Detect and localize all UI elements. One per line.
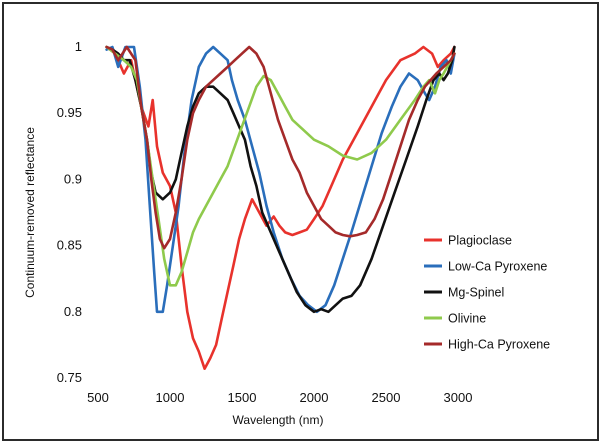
x-tick-label: 500	[87, 390, 109, 405]
legend: Plagioclase Low-Ca Pyroxene Mg-Spinel Olivi…	[424, 234, 550, 352]
legend-label: Mg-Spinel	[448, 286, 504, 300]
y-axis: 0.75 0.8 0.85 0.9 0.95 1	[57, 39, 82, 385]
legend-label: Low-Ca Pyroxene	[448, 260, 547, 274]
y-axis-title: Continuum-removed reflectance	[23, 127, 37, 298]
series-line-low-ca-pyroxene	[105, 45, 456, 314]
series-line-mg-spinel	[105, 45, 456, 314]
x-tick-label: 1000	[156, 390, 185, 405]
series-line-olivine	[105, 45, 456, 287]
spectra-line-chart: 0.75 0.8 0.85 0.9 0.95 1 500 1000 1500 2000 2500 3…	[23, 39, 550, 427]
y-tick-label: 0.85	[57, 238, 82, 253]
y-tick-label: 1	[75, 39, 82, 54]
y-tick-label: 0.75	[57, 370, 82, 385]
legend-label: Plagioclase	[448, 234, 512, 248]
x-axis-title: Wavelength (nm)	[233, 413, 324, 427]
chart-frame: 0.75 0.8 0.85 0.9 0.95 1 500 1000 1500 2000 2500 3…	[2, 2, 599, 441]
x-tick-label: 3000	[444, 390, 473, 405]
legend-label: Olivine	[448, 312, 486, 326]
y-tick-label: 0.9	[64, 171, 82, 186]
x-tick-label: 1500	[228, 390, 257, 405]
y-tick-label: 0.8	[64, 304, 82, 319]
legend-label: High-Ca Pyroxene	[448, 338, 550, 352]
x-tick-label: 2000	[300, 390, 329, 405]
x-tick-label: 2500	[372, 390, 401, 405]
y-tick-label: 0.95	[57, 105, 82, 120]
series-line-plagioclase	[105, 45, 456, 370]
series-line-high-ca-pyroxene	[105, 45, 456, 250]
series-layer	[105, 45, 456, 370]
x-axis: 500 1000 1500 2000 2500 3000	[87, 390, 472, 405]
